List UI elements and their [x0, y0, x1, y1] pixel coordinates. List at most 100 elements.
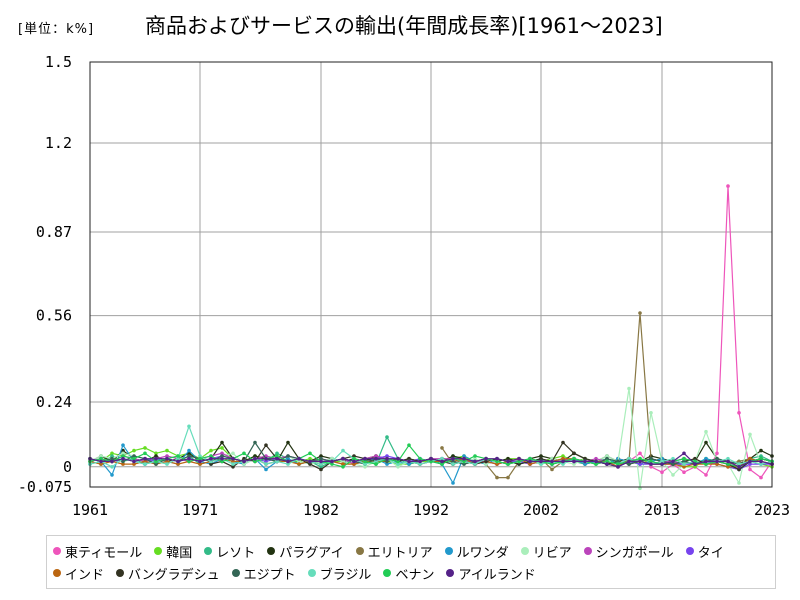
data-point	[759, 459, 763, 464]
data-point	[726, 456, 730, 461]
data-point	[704, 462, 708, 466]
data-point	[451, 459, 455, 464]
data-point	[726, 465, 730, 469]
data-point	[121, 462, 125, 466]
x-tick-label: 2023	[754, 501, 790, 519]
data-point	[165, 448, 169, 453]
data-point	[99, 462, 103, 466]
data-point	[440, 459, 444, 464]
data-point	[121, 454, 125, 458]
data-point	[220, 459, 224, 464]
data-point	[121, 448, 125, 453]
data-point	[220, 446, 224, 450]
data-point	[286, 462, 290, 466]
data-point	[671, 459, 675, 464]
legend-item: リビア	[520, 540, 572, 562]
data-point	[352, 462, 356, 466]
data-point	[286, 440, 290, 445]
data-point	[154, 456, 158, 461]
data-point	[704, 459, 708, 464]
data-point	[737, 459, 741, 464]
data-point	[451, 481, 455, 485]
chart-title: 商品およびサービスの輸出(年間成長率)[1961～2023]	[145, 14, 663, 38]
data-point	[572, 451, 576, 456]
data-point	[275, 454, 279, 458]
data-point	[110, 454, 114, 458]
legend-item: インド	[53, 562, 104, 584]
data-point	[231, 462, 235, 466]
data-point	[462, 459, 466, 464]
data-point	[726, 462, 730, 466]
data-point	[638, 456, 642, 461]
x-tick-label: 1982	[303, 501, 339, 519]
data-point	[594, 459, 598, 464]
data-point	[121, 456, 125, 461]
data-point	[561, 459, 565, 464]
data-point	[429, 456, 433, 461]
data-point	[627, 462, 631, 466]
data-point	[671, 456, 675, 461]
data-point	[374, 454, 378, 458]
legend-marker	[444, 547, 453, 555]
data-point	[473, 462, 477, 466]
data-point	[187, 459, 191, 464]
data-point	[330, 459, 334, 464]
data-point	[143, 459, 147, 464]
data-point	[198, 456, 202, 461]
data-point	[165, 454, 169, 458]
legend-marker	[53, 547, 61, 555]
data-point	[132, 462, 136, 466]
data-point	[682, 470, 686, 475]
legend-marker	[685, 547, 694, 555]
data-point	[693, 456, 697, 461]
legend-item: ルワンダ	[444, 540, 509, 562]
data-point	[715, 456, 719, 461]
data-point	[253, 454, 257, 458]
data-point	[517, 459, 521, 464]
data-point	[110, 465, 114, 469]
data-point	[352, 454, 356, 458]
legend-marker	[307, 569, 316, 577]
y-axis-ticks: 1.5 1.2 0.87 0.56 0.24 0 -0.075	[18, 53, 72, 496]
data-point	[143, 446, 147, 450]
legend-label: シンガポール	[595, 545, 674, 561]
data-point	[396, 456, 400, 461]
data-point	[275, 456, 279, 461]
data-point	[561, 462, 565, 466]
legend-marker	[583, 547, 592, 555]
legend-marker	[116, 569, 125, 577]
x-tick-label: 2013	[644, 501, 680, 519]
data-point	[275, 459, 279, 464]
data-point	[671, 473, 675, 477]
legend-marker	[520, 547, 529, 555]
data-point	[682, 459, 686, 464]
data-point	[506, 475, 510, 480]
data-point	[539, 456, 543, 461]
data-point	[187, 424, 191, 429]
legend-marker	[204, 547, 213, 555]
data-point	[143, 451, 147, 456]
data-point	[209, 448, 213, 453]
legend-item: パラグアイ	[267, 540, 344, 562]
data-point	[605, 462, 609, 466]
data-point	[165, 462, 169, 466]
data-point	[165, 456, 169, 461]
data-point	[759, 456, 763, 461]
data-point	[341, 459, 345, 464]
legend-item: レソト	[204, 540, 255, 562]
legend-marker	[383, 569, 392, 577]
data-point	[319, 462, 323, 466]
data-point	[385, 459, 389, 464]
data-point	[286, 454, 290, 458]
data-point	[143, 456, 147, 461]
data-point	[649, 456, 653, 461]
data-point	[737, 467, 741, 472]
legend-marker	[267, 547, 276, 555]
legend-label: パラグアイ	[279, 545, 344, 561]
data-point	[440, 446, 444, 450]
data-point	[649, 411, 653, 415]
data-point	[319, 454, 323, 458]
data-point	[616, 462, 620, 466]
data-point	[583, 462, 587, 466]
data-point	[396, 462, 400, 466]
